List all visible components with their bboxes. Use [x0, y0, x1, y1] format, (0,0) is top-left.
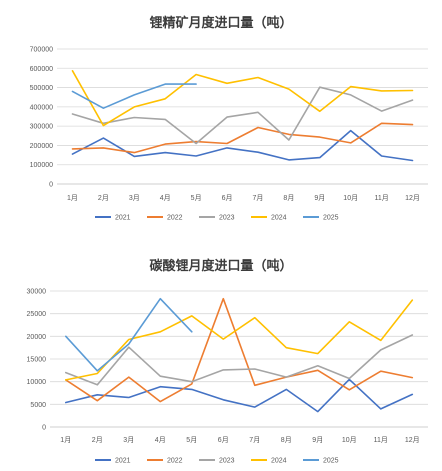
y-tick-label: 200000: [30, 143, 53, 150]
series-line-2023: [65, 334, 414, 386]
x-tick-label: 2月: [98, 194, 109, 202]
legend-label: 2023: [219, 215, 235, 222]
legend-label: 2025: [323, 458, 339, 465]
series-line-2025: [65, 297, 193, 372]
x-tick-label: 3月: [129, 194, 140, 202]
legend-label: 2024: [271, 458, 287, 465]
y-tick-label: 10000: [27, 379, 47, 386]
x-tick-label: 6月: [218, 436, 229, 444]
series-line-2022: [71, 122, 414, 154]
x-tick-label: 5月: [191, 194, 202, 202]
chart-title: 碳酸锂月度进口量（吨）: [149, 258, 292, 274]
x-tick-label: 8月: [281, 436, 292, 444]
x-tick-label: 9月: [312, 436, 323, 444]
y-tick-label: 300000: [30, 124, 53, 131]
x-tick-label: 7月: [253, 194, 264, 202]
y-tick-label: 400000: [30, 104, 53, 111]
x-tick-label: 2月: [92, 436, 103, 444]
x-tick-label: 6月: [222, 194, 233, 202]
chart-title: 锂精矿月度进口量（吨）: [149, 15, 292, 31]
series-line-2023: [71, 86, 414, 145]
x-tick-label: 3月: [123, 436, 134, 444]
y-tick-label: 600000: [30, 66, 53, 73]
x-tick-label: 11月: [374, 194, 388, 202]
chart-1: 锂精矿月度进口量（吨） 0 100000 200000 300000 400000 5000…: [30, 15, 428, 222]
y-tick-label: 15000: [27, 357, 47, 364]
y-tick-label: 5000: [30, 402, 46, 409]
legend-label: 2024: [271, 215, 287, 222]
series-line-2021: [65, 378, 414, 413]
x-tick-label: 10月: [343, 194, 358, 202]
y-tick-label: 30000: [27, 289, 47, 296]
y-tick-label: 700000: [30, 47, 53, 54]
x-tick-label: 1月: [67, 194, 78, 202]
x-tick-label: 8月: [283, 194, 294, 202]
x-tick-label: 10月: [342, 436, 357, 444]
x-tick-label: 12月: [405, 436, 420, 444]
series-line-2024: [71, 70, 414, 127]
x-tick-label: 9月: [314, 194, 325, 202]
chart-2: 碳酸锂月度进口量（吨） 0 5000 10000 15000 20000 25000 3000…: [27, 258, 428, 465]
x-tick-label: 4月: [160, 194, 171, 202]
x-tick-label: 5月: [186, 436, 197, 444]
series-line-2021: [71, 129, 414, 162]
series-line-2022: [65, 297, 414, 403]
legend-label: 2022: [167, 458, 183, 465]
x-tick-label: 12月: [405, 194, 420, 202]
series-line-2025: [71, 83, 197, 109]
legend-label: 2021: [115, 458, 131, 465]
legend-label: 2025: [323, 215, 339, 222]
legend-label: 2021: [115, 215, 131, 222]
legend-label: 2022: [167, 215, 183, 222]
y-tick-label: 20000: [27, 334, 47, 341]
y-tick-label: 0: [49, 182, 53, 189]
series-line-2024: [65, 299, 414, 381]
y-tick-label: 500000: [30, 85, 53, 92]
y-tick-label: 25000: [27, 311, 47, 318]
x-tick-label: 1月: [60, 436, 71, 444]
x-tick-label: 7月: [249, 436, 260, 444]
y-tick-label: 0: [42, 425, 46, 432]
x-tick-label: 11月: [374, 436, 388, 444]
x-tick-label: 4月: [155, 436, 166, 444]
legend-label: 2023: [219, 458, 235, 465]
y-tick-label: 100000: [30, 162, 53, 169]
